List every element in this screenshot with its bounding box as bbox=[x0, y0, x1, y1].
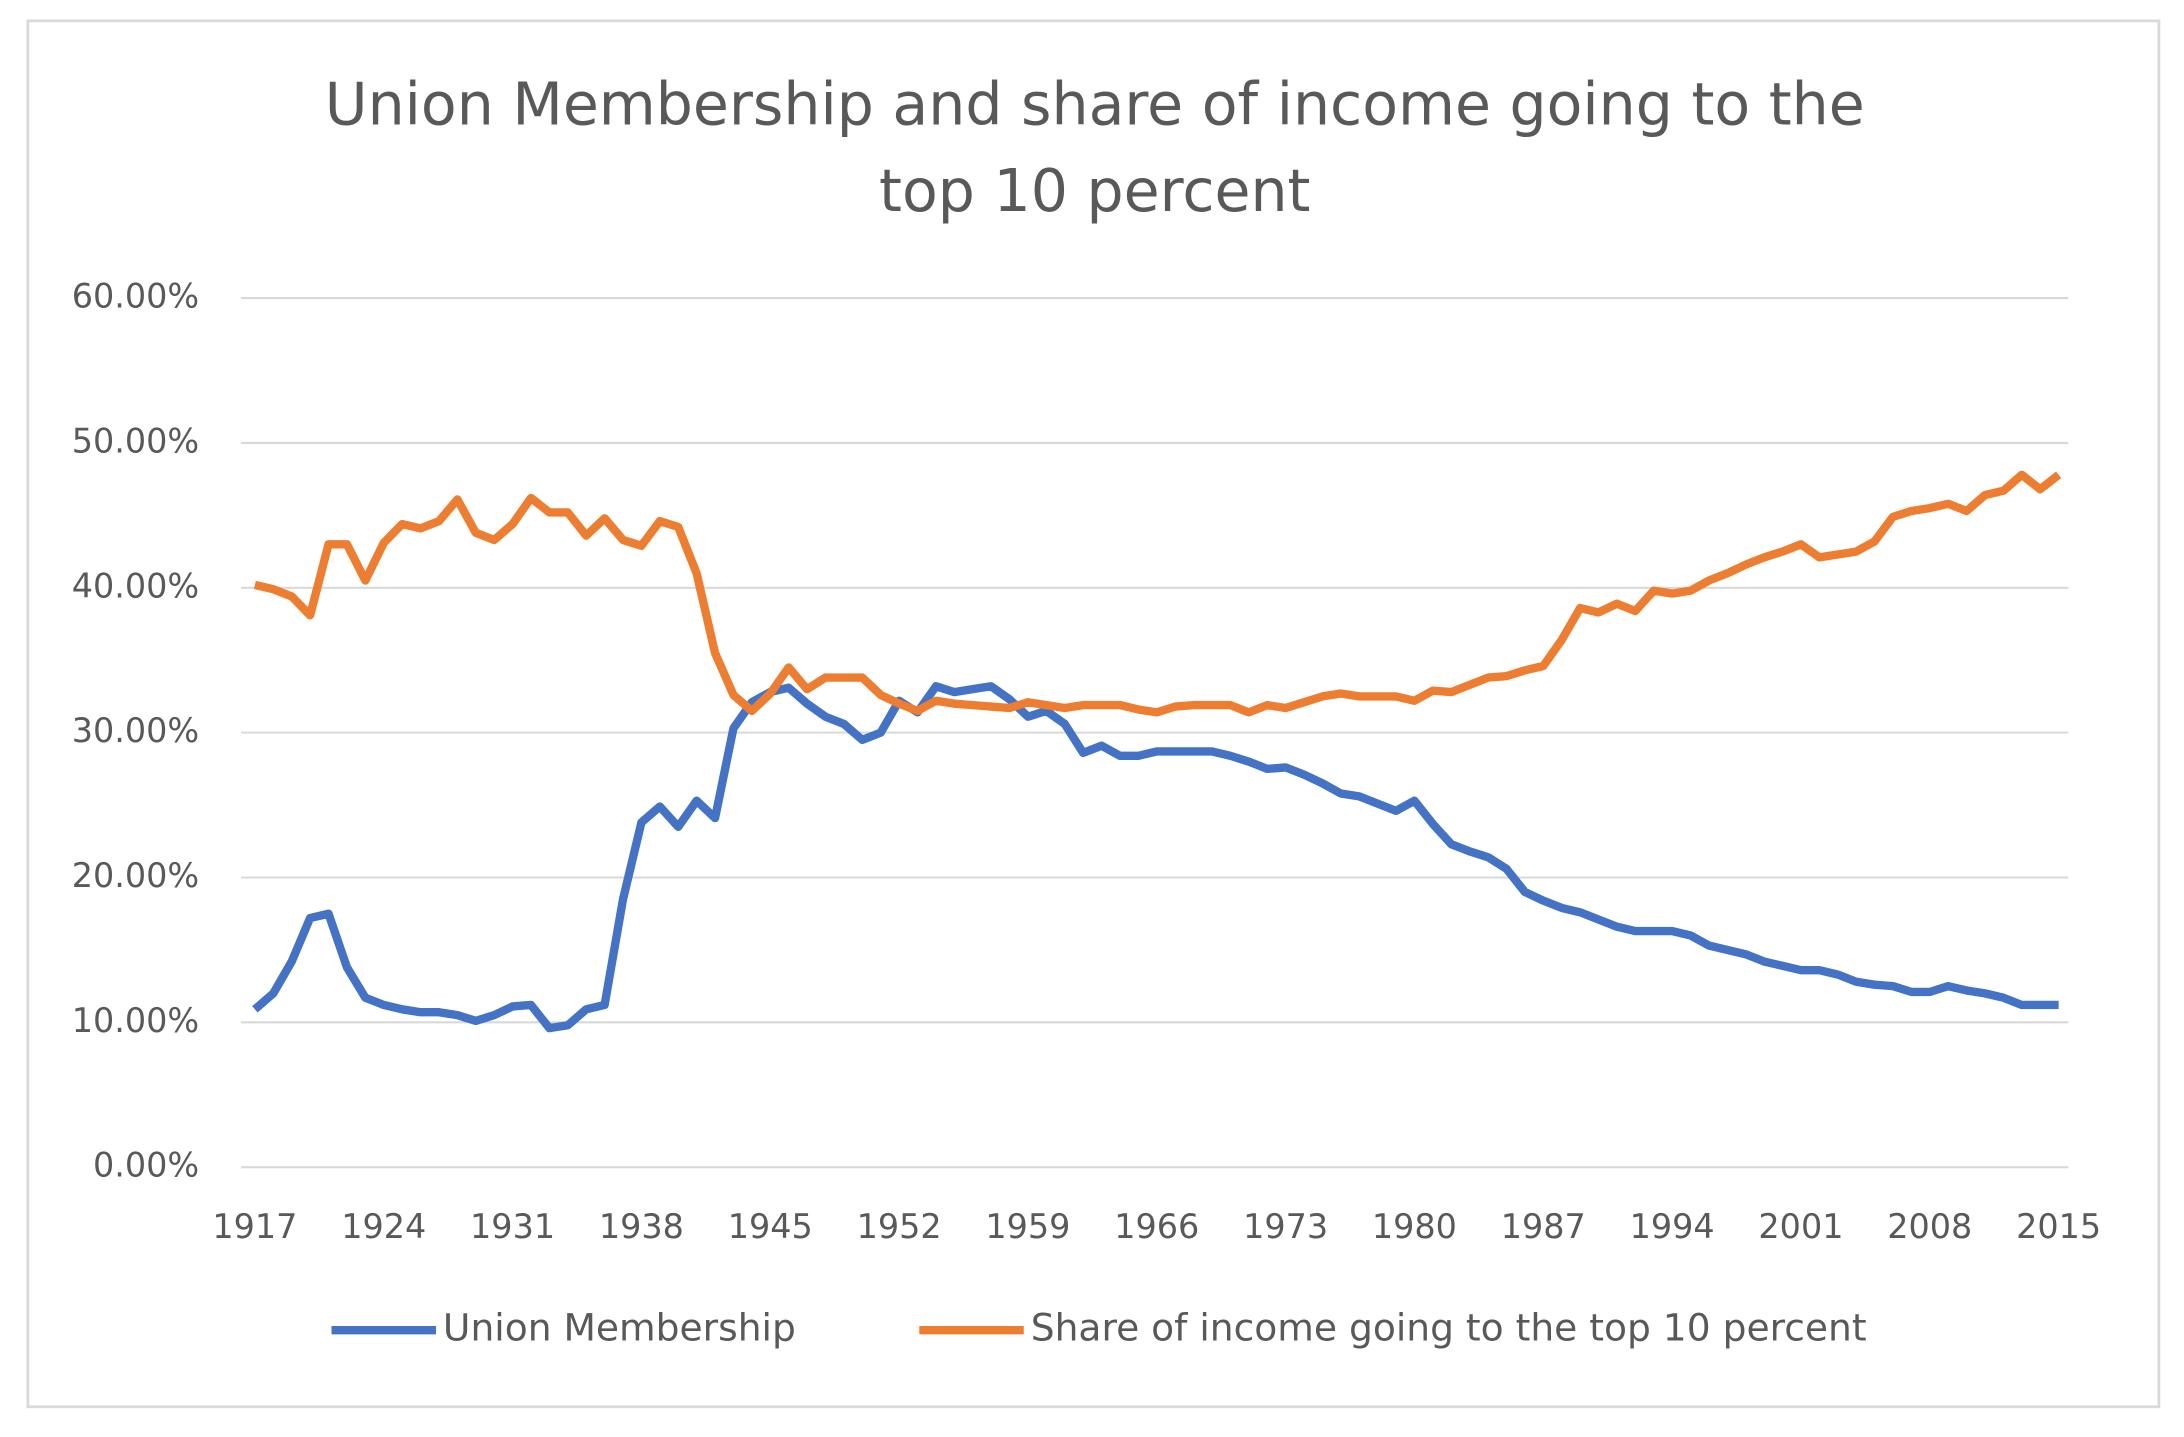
y-tick-label: 0.00% bbox=[93, 1146, 199, 1185]
x-tick-label: 1994 bbox=[1630, 1207, 1715, 1246]
x-tick-label: 1952 bbox=[857, 1207, 942, 1246]
chart-title: Union Membership and share of income goi… bbox=[325, 71, 1865, 225]
x-tick-label: 1917 bbox=[212, 1207, 297, 1246]
series-line bbox=[252, 682, 2059, 1033]
x-tick-label: 2015 bbox=[2016, 1207, 2101, 1246]
x-tick-label: 1945 bbox=[728, 1207, 813, 1246]
y-tick-label: 50.00% bbox=[72, 421, 199, 460]
x-tick-label: 1980 bbox=[1372, 1207, 1457, 1246]
legend-label: Union Membership bbox=[443, 1306, 796, 1350]
x-tick-label: 1931 bbox=[470, 1207, 555, 1246]
y-tick-label: 40.00% bbox=[72, 566, 199, 605]
series-line bbox=[253, 470, 2062, 717]
x-tick-label: 1938 bbox=[599, 1207, 684, 1246]
x-tick-label: 2008 bbox=[1887, 1207, 1972, 1246]
x-tick-label: 2001 bbox=[1758, 1207, 1843, 1246]
x-tick-label: 1924 bbox=[341, 1207, 426, 1246]
chart-border bbox=[26, 19, 2161, 1409]
x-tick-label: 1966 bbox=[1114, 1207, 1199, 1246]
x-tick-label: 1987 bbox=[1501, 1207, 1586, 1246]
y-tick-label: 30.00% bbox=[72, 711, 199, 750]
x-tick-label: 1973 bbox=[1243, 1207, 1328, 1246]
y-tick-label: 10.00% bbox=[72, 1001, 199, 1040]
legend-label: Share of income going to the top 10 perc… bbox=[1031, 1306, 1867, 1350]
x-tick-label: 1959 bbox=[985, 1207, 1070, 1246]
y-tick-label: 20.00% bbox=[72, 856, 199, 895]
y-tick-label: 60.00% bbox=[72, 277, 199, 316]
